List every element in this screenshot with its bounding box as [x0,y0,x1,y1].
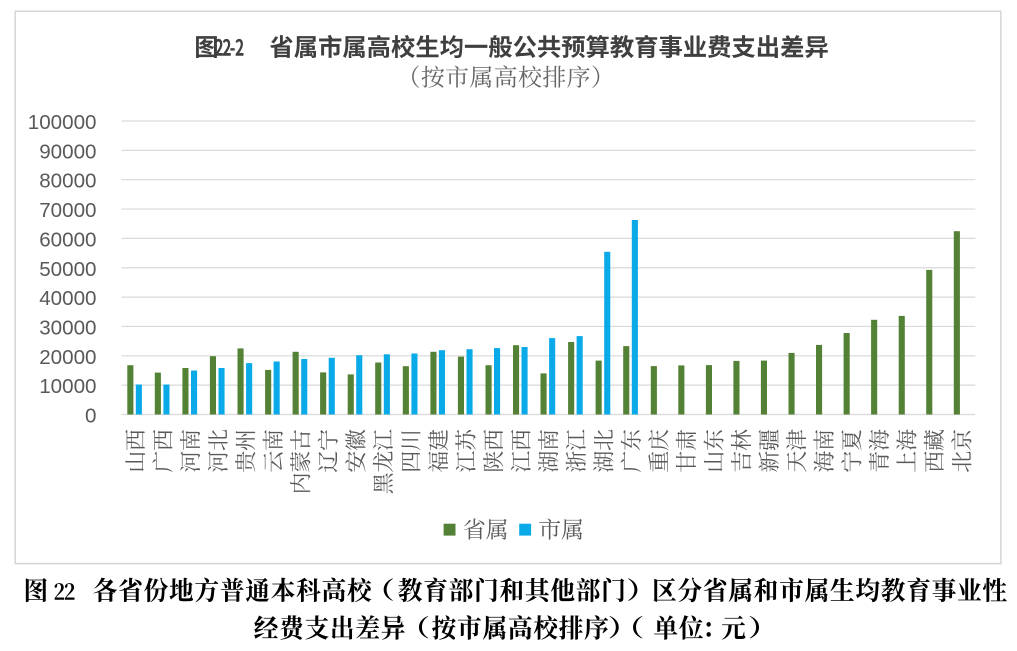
svg-text:80000: 80000 [39,170,96,193]
svg-text:20000: 20000 [39,346,96,369]
svg-text:30000: 30000 [39,316,96,339]
svg-text:90000: 90000 [39,140,96,163]
svg-text:60000: 60000 [39,228,96,251]
svg-text:100000: 100000 [28,111,97,134]
svg-text:10000: 10000 [39,375,96,398]
svg-text:0: 0 [85,405,96,428]
svg-text:50000: 50000 [39,258,96,281]
svg-text:70000: 70000 [39,199,96,222]
svg-text:40000: 40000 [39,287,96,310]
